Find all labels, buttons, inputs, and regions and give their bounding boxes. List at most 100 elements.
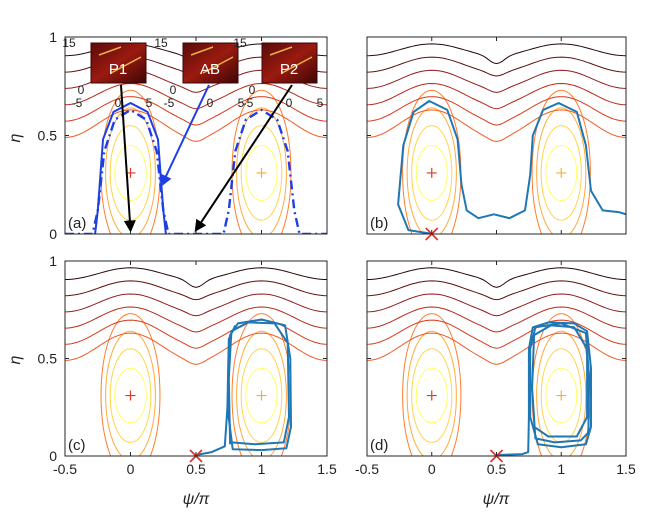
inset-feature — [190, 46, 234, 74]
contour-loop — [536, 330, 587, 456]
center-marker — [556, 390, 567, 401]
inset-label: AB — [200, 61, 220, 78]
panel-label: (a) — [68, 215, 86, 232]
inset-arrow — [194, 84, 293, 233]
panel-d: -0.5 0 0.5 1 1.5 (d) — [355, 260, 636, 477]
inset-feature — [98, 46, 142, 74]
contour-loop — [240, 348, 283, 443]
contour-loop — [114, 144, 147, 202]
x-tick-label: -0.5 — [53, 461, 77, 477]
contour-line — [65, 267, 327, 288]
x-tick-label: 0.5 — [487, 461, 507, 477]
trajectory-dashdot — [65, 108, 327, 234]
panel-label: (d) — [370, 437, 388, 454]
x-axis-label-left: ψ/π — [183, 491, 210, 508]
contour-loop — [100, 313, 161, 456]
contour-line — [367, 306, 626, 333]
center-marker — [426, 167, 437, 178]
contour-loop — [540, 125, 582, 221]
x-tick-label: 0 — [127, 461, 135, 477]
contour-line — [65, 319, 327, 349]
inset-label: P1 — [109, 61, 127, 78]
contour-line — [65, 306, 327, 333]
inset-tick-label: 0 — [115, 96, 122, 110]
inset-tick-label: 5 — [317, 96, 324, 110]
contour-loop — [545, 367, 578, 424]
y-tick-label: 0 — [49, 448, 57, 464]
inset-tick-label: -5 — [243, 96, 254, 110]
x-tick-label: 1 — [557, 461, 565, 477]
contour-loop — [406, 330, 457, 456]
panel-label: (c) — [68, 437, 86, 454]
contour-loop — [231, 89, 292, 234]
contour-line — [367, 69, 626, 93]
contour-line — [65, 332, 327, 365]
x-tick-label: 0 — [428, 461, 436, 477]
contour-loop — [531, 89, 591, 234]
inset-tick-label: 15 — [62, 36, 76, 50]
contour-loop — [406, 107, 457, 234]
contour-loop — [114, 367, 147, 424]
contour-loop — [236, 330, 287, 456]
inset-tick-label: 15 — [154, 36, 168, 50]
contour-loop — [545, 144, 578, 202]
y-tick-label: 0 — [49, 226, 57, 242]
inset-image — [182, 42, 239, 84]
contour-line — [367, 56, 626, 77]
contour-line — [65, 96, 327, 126]
x-tick-label: 1.5 — [616, 461, 636, 477]
contour-line — [367, 267, 626, 288]
contour-loop — [105, 107, 156, 234]
contour-loop — [402, 313, 462, 456]
center-marker — [256, 167, 267, 178]
inset-tick-label: 0 — [249, 83, 256, 97]
inset-tick-label: 0 — [170, 83, 177, 97]
y-tick-label: 1 — [49, 253, 57, 269]
contour-line — [65, 280, 327, 301]
contour-line — [367, 82, 626, 110]
inset-tick-label: 15 — [233, 36, 247, 50]
inset-tick-label: 0 — [286, 96, 293, 110]
inset-label: P2 — [280, 61, 298, 78]
inset-tick-label: 0 — [207, 96, 214, 110]
panel-c: -0.5 0 0.5 1 1.500.51(c) — [38, 253, 337, 477]
contour-loop — [245, 367, 278, 424]
contour-line — [367, 43, 626, 65]
contour-line — [367, 109, 626, 142]
inset-tick-label: 0 — [78, 83, 85, 97]
panel-b: (b) — [366, 36, 627, 241]
contour-loop — [411, 125, 453, 221]
contour-lines — [367, 267, 626, 456]
trajectory-solid — [397, 100, 626, 234]
contour-line — [367, 319, 626, 349]
center-marker — [556, 167, 567, 178]
center-marker — [426, 390, 437, 401]
contour-loop — [109, 348, 152, 443]
inset-tick-label: -5 — [72, 96, 83, 110]
contour-loop — [536, 107, 587, 234]
trajectory-solid — [227, 321, 290, 446]
inset-arrow — [160, 84, 210, 187]
panel-label: (b) — [370, 215, 388, 232]
contour-loop — [415, 144, 448, 202]
contour-loop — [411, 348, 453, 443]
contour-loop — [245, 144, 278, 202]
y-tick-label: 0.5 — [38, 128, 58, 144]
inset-tick-label: 5 — [146, 96, 153, 110]
inset-arrow — [120, 84, 136, 233]
y-tick-label: 0.5 — [38, 351, 58, 367]
contour-lines — [367, 43, 626, 234]
x-tick-label: 1.5 — [317, 461, 337, 477]
contour-line — [65, 293, 327, 317]
y-axis-label-bottom: η — [7, 355, 24, 364]
inset-tick-label: 5 — [238, 96, 245, 110]
contour-line — [367, 96, 626, 126]
inset-image — [261, 42, 318, 84]
inset-image — [90, 42, 147, 84]
x-tick-label: 0.5 — [186, 461, 206, 477]
contour-line — [65, 109, 327, 142]
